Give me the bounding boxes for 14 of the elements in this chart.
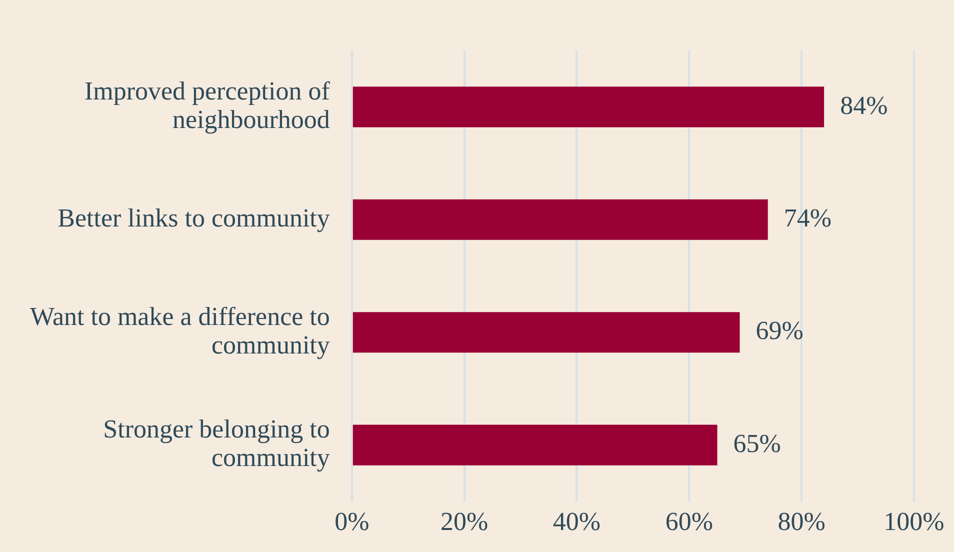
x-tick-label: 0%: [334, 506, 370, 536]
x-tick-label: 80%: [778, 506, 826, 536]
data-label: 65%: [733, 428, 781, 458]
x-tick-label: 40%: [552, 506, 601, 536]
data-label: 69%: [756, 316, 804, 346]
y-tick-label: Want to make a difference to community: [30, 302, 330, 360]
x-tick-label: 20%: [440, 506, 488, 536]
y-tick-label: Stronger belonging to community: [103, 414, 330, 472]
x-tick-label: 60%: [665, 506, 713, 536]
y-tick-label: Improved perception of neighbourhood: [84, 76, 330, 134]
data-label: 74%: [784, 203, 832, 232]
data-label: 84%: [840, 90, 888, 120]
y-tick-label: Better links to community: [58, 203, 330, 232]
x-tick-label: 100%: [884, 506, 944, 536]
